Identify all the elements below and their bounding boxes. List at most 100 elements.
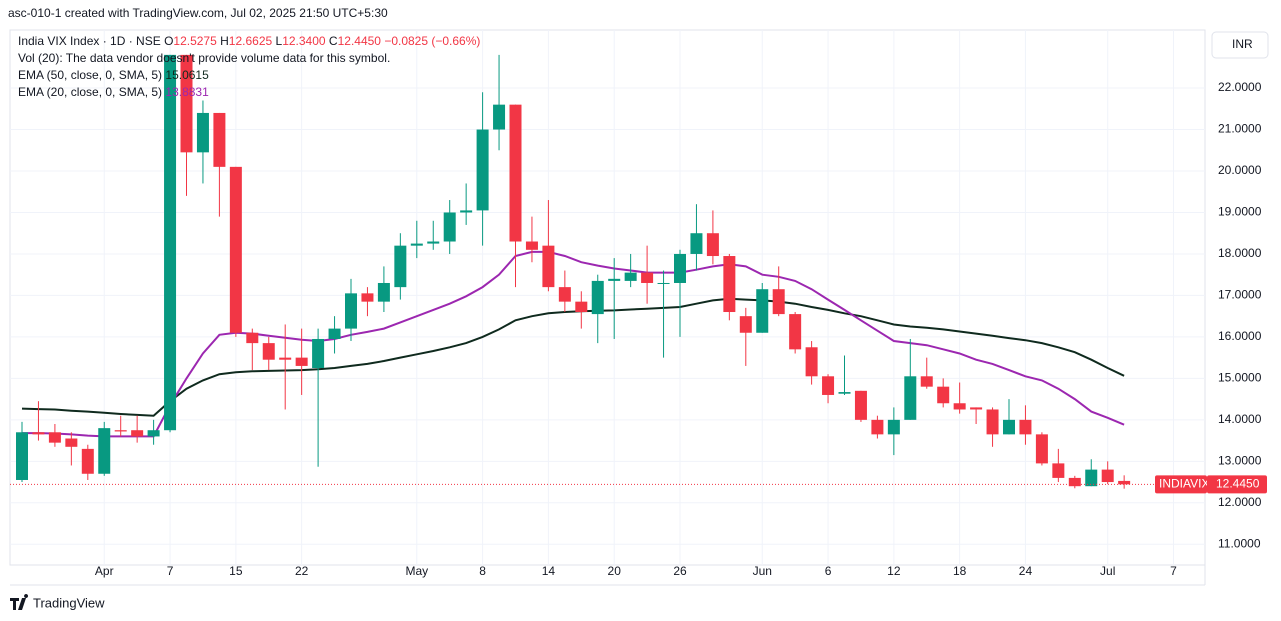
y-tick-label: 13.0000 [1218, 453, 1262, 467]
x-tick-label: 15 [229, 564, 243, 578]
candle-body [443, 212, 456, 242]
y-tick-label: 12.0000 [1218, 495, 1262, 509]
x-tick-label: Jul [1100, 564, 1115, 578]
ohlc-key: O [164, 34, 173, 48]
ohlc-value: 12.6625 [229, 34, 276, 48]
ohlc-value: 12.3400 [282, 34, 329, 48]
brand: TradingView [33, 595, 105, 610]
candle-body [328, 328, 341, 339]
currency-button[interactable] [1211, 31, 1269, 59]
change: −0.0825 (−0.66%) [384, 34, 480, 48]
candle-body [624, 272, 637, 281]
candle-body [460, 210, 473, 213]
candle-body [147, 430, 160, 437]
candle-body [789, 314, 802, 350]
x-tick-label: 18 [953, 564, 967, 578]
volume-note: Vol (20): The data vendor doesn't provid… [18, 51, 390, 65]
ema-legend: EMA (50, close, 0, SMA, 5) 15.0615 [18, 68, 209, 82]
ema-line [22, 250, 1125, 438]
candle-body [657, 282, 670, 284]
candle-body [838, 392, 851, 394]
candle-body [394, 245, 407, 288]
plot [10, 54, 1205, 489]
last-price-label: 12.4450 [1216, 477, 1260, 491]
legend-title: India VIX Index · 1D · NSE O12.5275 H12.… [18, 34, 480, 48]
candle-body [213, 112, 226, 167]
candle-body [361, 293, 374, 302]
x-tick-label: 7 [167, 564, 174, 578]
candle-body [1019, 419, 1032, 435]
candle-body [493, 104, 506, 130]
x-tick-label: Apr [95, 564, 114, 578]
y-tick-label: 15.0000 [1218, 371, 1262, 385]
candle-body [180, 54, 193, 153]
watermark: asc-010-1 created with TradingView.com, … [8, 6, 388, 20]
candle-body [525, 241, 538, 250]
candle-body [1085, 469, 1098, 487]
candle-body [410, 243, 423, 246]
y-tick-label: 11.0000 [1218, 536, 1261, 550]
ema-name: EMA (20, close, 0, SMA, 5) [18, 85, 165, 99]
candle-body [427, 241, 440, 244]
candle-body [706, 233, 719, 257]
x-tick-label: 14 [542, 564, 556, 578]
candle-body [98, 428, 111, 474]
y-tick-label: 17.0000 [1218, 288, 1262, 302]
candle-body [591, 280, 604, 315]
candle-body [16, 432, 28, 480]
candle-body [723, 256, 736, 313]
candle-body [345, 293, 357, 329]
candle-body [32, 432, 45, 435]
ema-line [21, 297, 1125, 417]
candle-body [690, 233, 703, 254]
candle-body [279, 357, 292, 360]
y-tick-label: 19.0000 [1218, 205, 1262, 219]
candle-body [641, 272, 654, 283]
ohlc-key: H [220, 34, 229, 48]
candle-body [1068, 477, 1081, 487]
candle-body [953, 403, 966, 410]
candle-body [986, 409, 999, 435]
candle-body [131, 430, 144, 437]
candle-body [871, 419, 884, 435]
candle-body [81, 448, 94, 474]
ema-value: 13.8831 [165, 85, 209, 99]
x-tick-label: 6 [825, 564, 832, 578]
symbol-tag-bg [1155, 475, 1207, 494]
candle-body [558, 287, 571, 302]
candle-body [377, 282, 390, 302]
y-tick-label: 14.0000 [1218, 412, 1262, 426]
legend: India VIX Index · 1D · NSE O12.5275 H12.… [18, 34, 480, 99]
candle-body [822, 376, 835, 395]
ema-name: EMA (50, close, 0, SMA, 5) [18, 68, 165, 82]
symbol-name: India VIX Index · 1D · NSE [18, 34, 164, 48]
ohlc-key: C [329, 34, 338, 48]
candle-body [262, 343, 275, 360]
ohlc-value: 12.5275 [173, 34, 220, 48]
candle-body [509, 104, 522, 242]
candle-body [542, 245, 555, 288]
candle-body [312, 338, 325, 369]
ohlc-key: L [276, 34, 283, 48]
x-tick-label: 26 [673, 564, 687, 578]
candle-body [937, 386, 950, 404]
logo-icon [10, 594, 29, 610]
candle-body [739, 316, 752, 333]
brand-logo: TradingView [10, 594, 105, 610]
x-tick-label: 12 [887, 564, 901, 578]
candle-body [887, 419, 900, 435]
y-tick-label: 18.0000 [1218, 246, 1262, 260]
candle-body [164, 54, 177, 431]
candle-body [48, 432, 61, 443]
x-tick-label: 24 [1019, 564, 1033, 578]
x-tick-label: 7 [1170, 564, 1177, 578]
currency[interactable]: INR [1232, 37, 1253, 51]
ema-value: 15.0615 [165, 68, 209, 82]
candle-body [229, 166, 242, 333]
y-tick-label: 21.0000 [1218, 122, 1262, 136]
y-tick-label: 22.0000 [1218, 80, 1262, 94]
candle-body [114, 430, 127, 432]
y-tick-label: 20.0000 [1218, 163, 1262, 177]
